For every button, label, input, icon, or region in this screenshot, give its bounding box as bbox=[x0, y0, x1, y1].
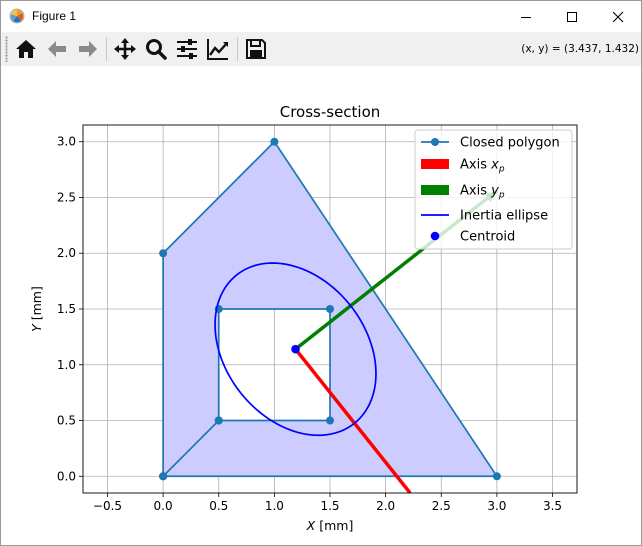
minimize-button[interactable] bbox=[503, 1, 549, 32]
zoom-button[interactable] bbox=[142, 35, 170, 63]
connector-line bbox=[162, 419, 220, 477]
legend-label: Centroid bbox=[460, 230, 515, 245]
inertia-ellipse bbox=[214, 262, 377, 437]
x-tick-label: 2.0 bbox=[376, 499, 395, 513]
x-tick-label: −0.5 bbox=[93, 499, 122, 513]
close-button[interactable] bbox=[595, 1, 641, 32]
x-tick-label: 0.0 bbox=[154, 499, 173, 513]
x-tick-label: 1.5 bbox=[320, 499, 339, 513]
y-tick-label: 1.0 bbox=[57, 358, 76, 372]
legend-label-text: Axis bbox=[460, 158, 491, 173]
legend-label: Closed polygon bbox=[460, 136, 560, 151]
arrow-left-icon bbox=[48, 41, 66, 57]
figure-canvas[interactable]: −0.5 0.0 0.5 1.0 1.5 2.0 2.5 3.0 3.5 0.0 0.5 1.0 1.5… bbox=[1, 67, 641, 545]
toolbar-separator bbox=[237, 37, 238, 61]
legend-label-var: x bbox=[490, 158, 499, 173]
arrow-right-icon bbox=[79, 41, 97, 57]
title-bar[interactable]: Figure 1 bbox=[1, 1, 641, 32]
chart-title: Cross-section bbox=[280, 103, 381, 121]
y-axis-label-unit: [mm] bbox=[29, 286, 44, 324]
home-icon bbox=[16, 40, 36, 58]
polygon-vertex-marker bbox=[492, 472, 501, 481]
pan-button[interactable] bbox=[111, 35, 139, 63]
legend-label: Axis yp bbox=[460, 184, 505, 201]
edit-axis-button[interactable] bbox=[204, 35, 232, 63]
polygon-vertex-marker bbox=[159, 249, 168, 258]
legend-label-var: y bbox=[490, 184, 499, 199]
y-tick-label: 0.5 bbox=[57, 414, 76, 428]
save-button[interactable] bbox=[242, 35, 270, 63]
legend-axis-patch bbox=[421, 159, 449, 169]
y-tick-label: 1.5 bbox=[57, 302, 76, 316]
y-tick-label: 2.5 bbox=[57, 190, 76, 204]
back-button[interactable] bbox=[43, 35, 71, 63]
polygon-vertex-marker bbox=[270, 137, 279, 146]
line-chart-icon bbox=[207, 39, 228, 60]
axis-xp-line bbox=[294, 348, 412, 493]
x-tick-label: 1.0 bbox=[265, 499, 284, 513]
y-axis-label-var: Y bbox=[29, 323, 44, 332]
subplots-button[interactable] bbox=[173, 35, 201, 63]
close-icon bbox=[612, 11, 624, 22]
legend-label: Axis xp bbox=[460, 158, 505, 175]
polygon-vertex-marker bbox=[214, 416, 223, 425]
move-icon bbox=[114, 38, 136, 60]
forward-button[interactable] bbox=[74, 35, 102, 63]
x-tick-label: 2.5 bbox=[432, 499, 451, 513]
sliders-icon bbox=[177, 39, 197, 59]
y-axis-label: Y [mm] bbox=[29, 286, 44, 332]
x-tick-label: 3.5 bbox=[543, 499, 562, 513]
cursor-coordinates: (x, y) = (3.437, 1.432) bbox=[521, 43, 639, 55]
x-tick-label: 3.0 bbox=[487, 499, 506, 513]
y-tick-label: 2.0 bbox=[57, 246, 76, 260]
legend-label-subscript: p bbox=[498, 191, 505, 201]
navigation-toolbar: (x, y) = (3.437, 1.432) bbox=[1, 32, 641, 66]
magnifier-icon bbox=[146, 39, 167, 60]
legend-label: Inertia ellipse bbox=[460, 209, 548, 224]
minimize-icon bbox=[521, 16, 531, 18]
x-axis-label-unit: [mm] bbox=[315, 518, 353, 533]
x-axis-label-var: X bbox=[306, 518, 316, 533]
plot-area bbox=[159, 137, 501, 493]
polygon-vertex-marker bbox=[326, 416, 334, 425]
x-axis-label: X [mm] bbox=[306, 518, 354, 533]
home-button[interactable] bbox=[12, 35, 40, 63]
legend-polygon-marker bbox=[431, 138, 439, 146]
maximize-icon bbox=[567, 11, 577, 22]
polygon-vertex-marker bbox=[326, 305, 334, 313]
polygon-vertex-marker bbox=[159, 472, 168, 481]
toolbar-separator bbox=[106, 37, 107, 61]
legend-label-subscript: p bbox=[498, 165, 505, 175]
matplotlib-logo-icon bbox=[9, 8, 25, 24]
window-title: Figure 1 bbox=[32, 9, 77, 23]
x-tick-label: 0.5 bbox=[209, 499, 228, 513]
floppy-disk-icon bbox=[246, 39, 266, 59]
toolbar-grip[interactable] bbox=[5, 36, 8, 62]
centroid-marker bbox=[291, 344, 300, 354]
legend-label-text: Axis bbox=[460, 184, 491, 199]
y-tick-label: 0.0 bbox=[57, 469, 76, 483]
legend-centroid-marker bbox=[430, 231, 440, 241]
legend-axis-patch bbox=[421, 185, 449, 195]
maximize-button[interactable] bbox=[549, 1, 595, 32]
y-tick-label: 3.0 bbox=[57, 135, 76, 149]
legend-box bbox=[414, 129, 573, 250]
